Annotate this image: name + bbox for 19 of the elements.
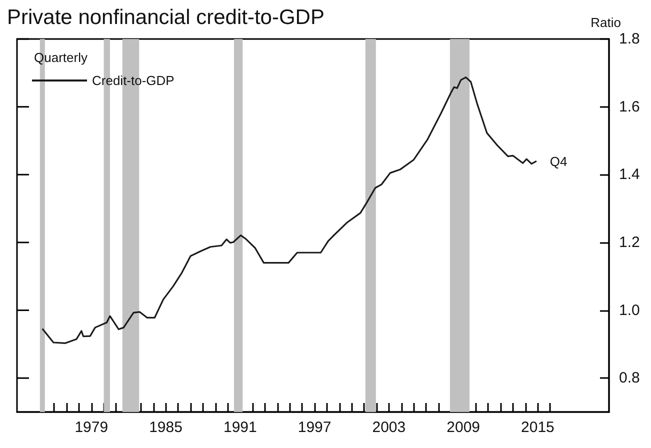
- y-tick-label: 1.2: [619, 234, 640, 251]
- y-tick-label: 0.8: [619, 370, 640, 387]
- y-tick-label: 1.4: [619, 166, 640, 184]
- x-tick-label: 2003: [372, 419, 406, 436]
- x-tick-label: 2015: [521, 419, 554, 436]
- x-tick-label: 1991: [223, 419, 257, 436]
- line-series: [42, 76, 537, 344]
- y-tick-label: 1.0: [619, 302, 640, 319]
- x-tick-label: 1985: [149, 419, 182, 436]
- y-tick-label: 1.8: [619, 30, 640, 48]
- annotation: Q4: [550, 154, 568, 169]
- x-tick-label: 1979: [74, 419, 108, 436]
- y-axis-title: Ratio: [590, 15, 621, 30]
- chart-title: Private nonfinancial credit-to-GDP: [7, 6, 324, 29]
- legend-title: Quarterly: [34, 50, 88, 65]
- x-tick-label: 2009: [446, 419, 480, 436]
- y-tick-label: 1.6: [619, 98, 640, 116]
- legend-label: Credit-to-GDP: [92, 73, 174, 88]
- x-tick-label: 1997: [298, 419, 332, 436]
